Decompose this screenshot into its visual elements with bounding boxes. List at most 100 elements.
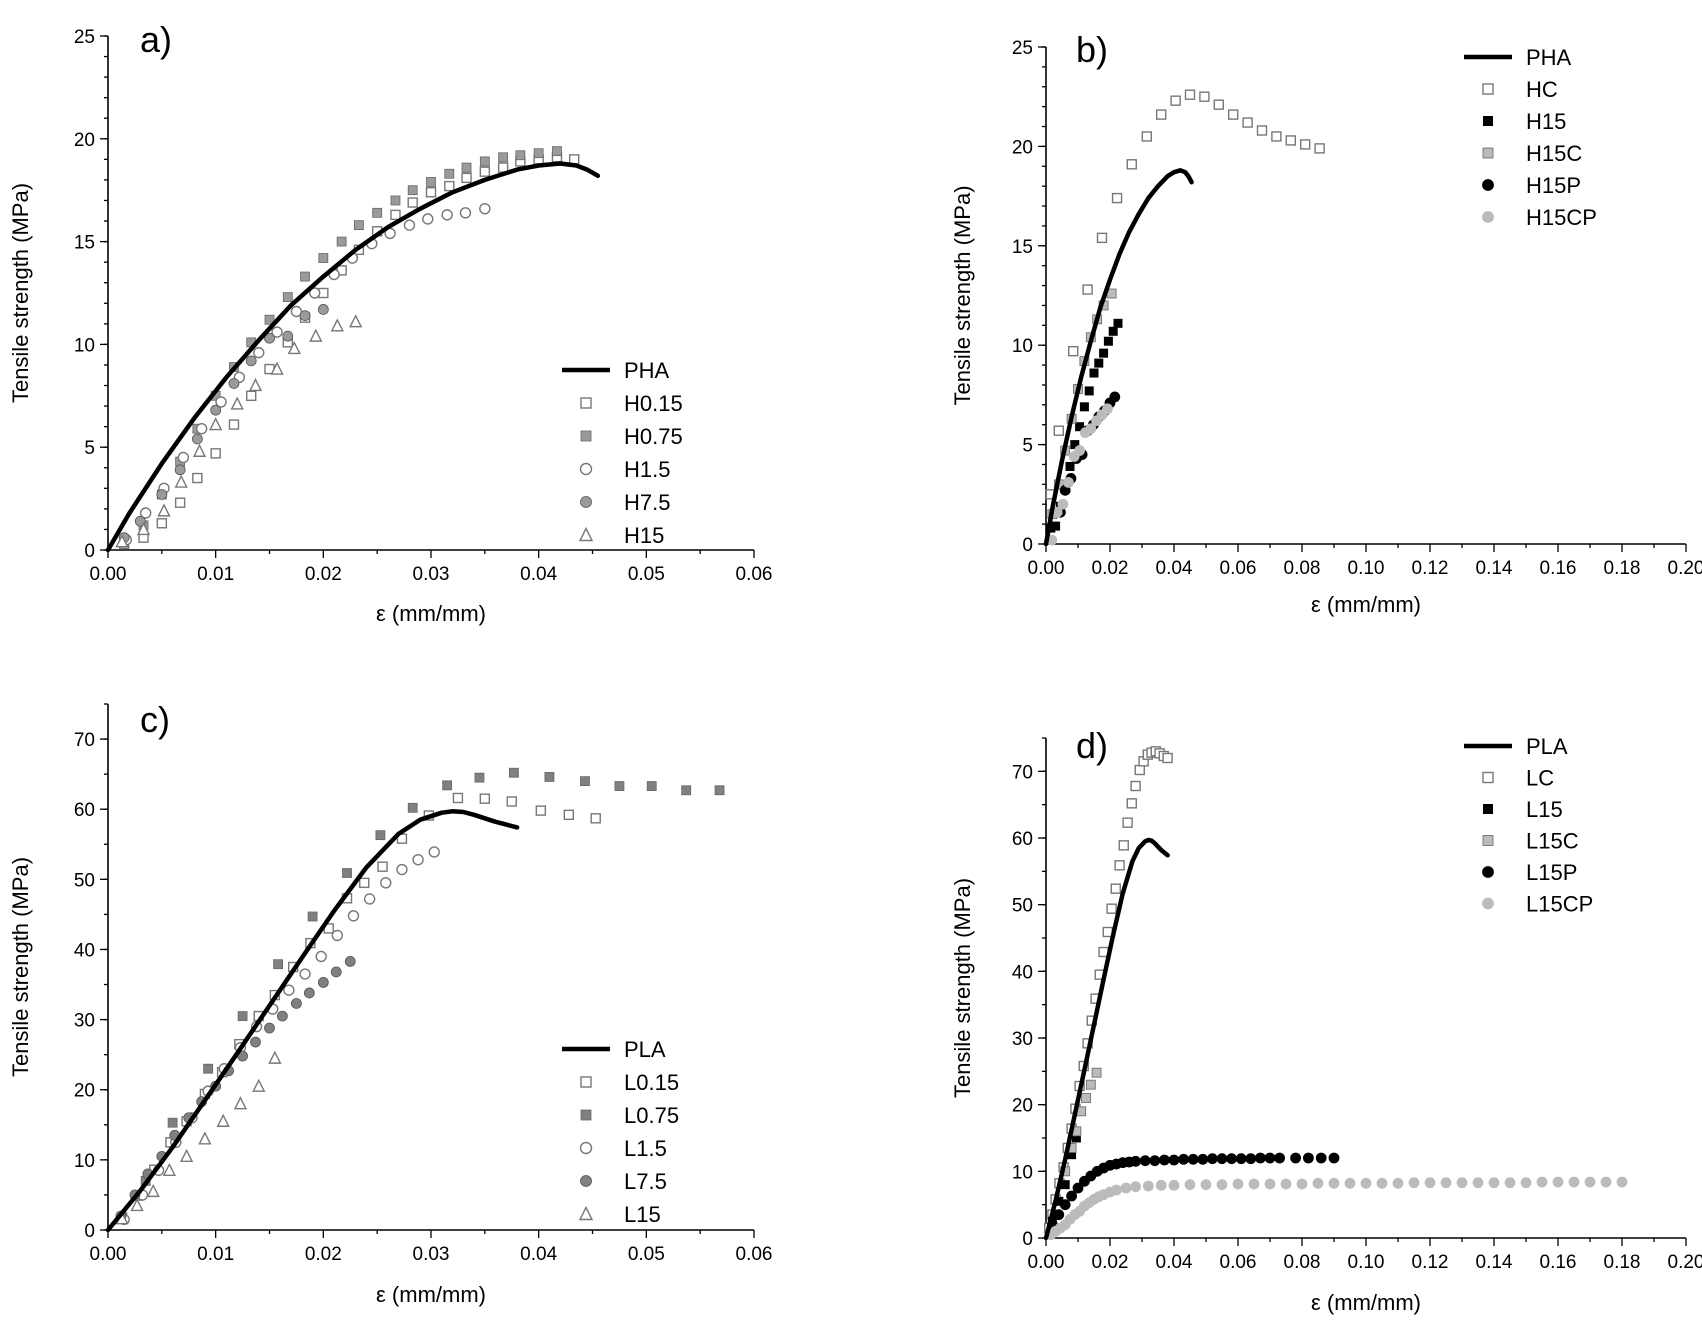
data-point bbox=[1120, 1182, 1132, 1194]
data-point bbox=[210, 404, 222, 416]
data-point bbox=[203, 1063, 214, 1074]
x-tick-label: 0.04 bbox=[520, 1244, 557, 1265]
data-point bbox=[1139, 1155, 1151, 1167]
x-tick-label: 0.08 bbox=[1284, 558, 1321, 579]
y-tick-label: 10 bbox=[74, 335, 95, 356]
data-point bbox=[552, 146, 562, 157]
x-tick-label: 0.18 bbox=[1604, 558, 1641, 579]
legend-label: L15C bbox=[1526, 829, 1579, 854]
x-tick-label: 0.02 bbox=[1092, 1252, 1129, 1273]
legend-swatch bbox=[580, 430, 592, 442]
panel-label: d) bbox=[1076, 725, 1108, 766]
data-point bbox=[1235, 1153, 1247, 1165]
data-point bbox=[1256, 125, 1268, 136]
data-point bbox=[192, 443, 207, 457]
data-point bbox=[1271, 131, 1282, 142]
data-point bbox=[568, 154, 580, 165]
x-tick-label: 0.14 bbox=[1476, 558, 1513, 579]
data-point bbox=[157, 503, 171, 517]
data-point bbox=[403, 219, 416, 231]
data-point bbox=[390, 195, 401, 206]
data-point bbox=[1054, 1196, 1064, 1206]
data-point bbox=[544, 772, 555, 782]
data-point bbox=[1314, 143, 1325, 154]
data-point bbox=[515, 150, 526, 161]
data-point bbox=[1155, 1179, 1167, 1191]
legend-swatch bbox=[1483, 804, 1493, 814]
panel-label: b) bbox=[1076, 29, 1108, 70]
y-axis-label: Tensile strength (MPa) bbox=[8, 857, 33, 1077]
data-point bbox=[228, 378, 240, 389]
data-point bbox=[347, 910, 360, 922]
x-axis-label: ε (mm/mm) bbox=[1311, 592, 1421, 617]
data-point bbox=[250, 1036, 261, 1048]
data-point bbox=[353, 220, 364, 231]
y-tick-label: 0 bbox=[84, 1221, 95, 1242]
data-point bbox=[1255, 1152, 1266, 1164]
data-point bbox=[1109, 391, 1121, 403]
y-tick-label: 10 bbox=[74, 1151, 95, 1172]
data-point bbox=[282, 330, 294, 342]
data-point bbox=[535, 805, 547, 816]
y-tick-label: 10 bbox=[1012, 1162, 1033, 1183]
data-point bbox=[1053, 1209, 1065, 1221]
data-point bbox=[1084, 386, 1094, 396]
y-tick-label: 50 bbox=[1012, 896, 1033, 917]
data-point bbox=[681, 785, 692, 796]
x-tick-label: 0.00 bbox=[1028, 1252, 1065, 1273]
y-tick-label: 20 bbox=[74, 1081, 95, 1102]
data-point bbox=[156, 489, 168, 500]
x-tick-label: 0.00 bbox=[1028, 558, 1065, 579]
x-tick-label: 0.20 bbox=[1668, 1252, 1702, 1273]
data-point bbox=[192, 472, 203, 484]
legend-swatch bbox=[1482, 147, 1494, 159]
data-point bbox=[390, 209, 401, 221]
data-point bbox=[1059, 1199, 1071, 1211]
data-point bbox=[1552, 1176, 1564, 1188]
data-point bbox=[303, 987, 315, 999]
panel-label: c) bbox=[140, 699, 170, 740]
legend-label: L15 bbox=[624, 1202, 661, 1227]
data-point bbox=[1099, 348, 1109, 358]
legend-label: PHA bbox=[1526, 45, 1572, 70]
data-point bbox=[1584, 1176, 1596, 1188]
data-point bbox=[479, 156, 490, 167]
x-tick-label: 0.04 bbox=[520, 564, 557, 585]
data-point bbox=[1110, 883, 1121, 894]
data-point bbox=[646, 781, 657, 791]
legend-label: H15P bbox=[1526, 173, 1581, 198]
data-point bbox=[1328, 1152, 1340, 1164]
x-tick-label: 0.08 bbox=[1284, 1252, 1321, 1273]
data-point bbox=[270, 361, 284, 375]
x-tick-label: 0.10 bbox=[1348, 1252, 1385, 1273]
legend-swatch bbox=[580, 397, 592, 409]
data-point bbox=[1200, 1179, 1212, 1191]
data-point bbox=[1216, 1179, 1228, 1191]
data-point bbox=[330, 966, 342, 978]
data-point bbox=[330, 318, 344, 332]
data-point bbox=[271, 326, 283, 338]
data-point bbox=[422, 213, 434, 225]
data-point bbox=[1168, 1154, 1180, 1166]
data-point bbox=[1184, 89, 1196, 100]
data-point bbox=[283, 984, 295, 996]
y-tick-label: 5 bbox=[1022, 436, 1033, 457]
data-point bbox=[1149, 1155, 1161, 1167]
data-point bbox=[230, 396, 244, 410]
data-point bbox=[130, 1197, 144, 1212]
legend-swatch bbox=[580, 1076, 592, 1088]
legend-label: H15 bbox=[1526, 109, 1566, 134]
legend-label: H15C bbox=[1526, 141, 1582, 166]
y-tick-label: 25 bbox=[1012, 38, 1033, 59]
data-point bbox=[1075, 422, 1085, 432]
legend-label: H0.75 bbox=[624, 424, 683, 449]
data-point bbox=[1616, 1176, 1628, 1188]
data-point bbox=[291, 998, 302, 1009]
x-tick-label: 0.05 bbox=[628, 564, 665, 585]
legend-swatch bbox=[580, 1175, 592, 1187]
data-point bbox=[1328, 1177, 1340, 1189]
data-point bbox=[1226, 1153, 1237, 1165]
data-point bbox=[1155, 109, 1167, 120]
legend-label: L0.75 bbox=[624, 1103, 679, 1128]
data-point bbox=[264, 314, 275, 325]
